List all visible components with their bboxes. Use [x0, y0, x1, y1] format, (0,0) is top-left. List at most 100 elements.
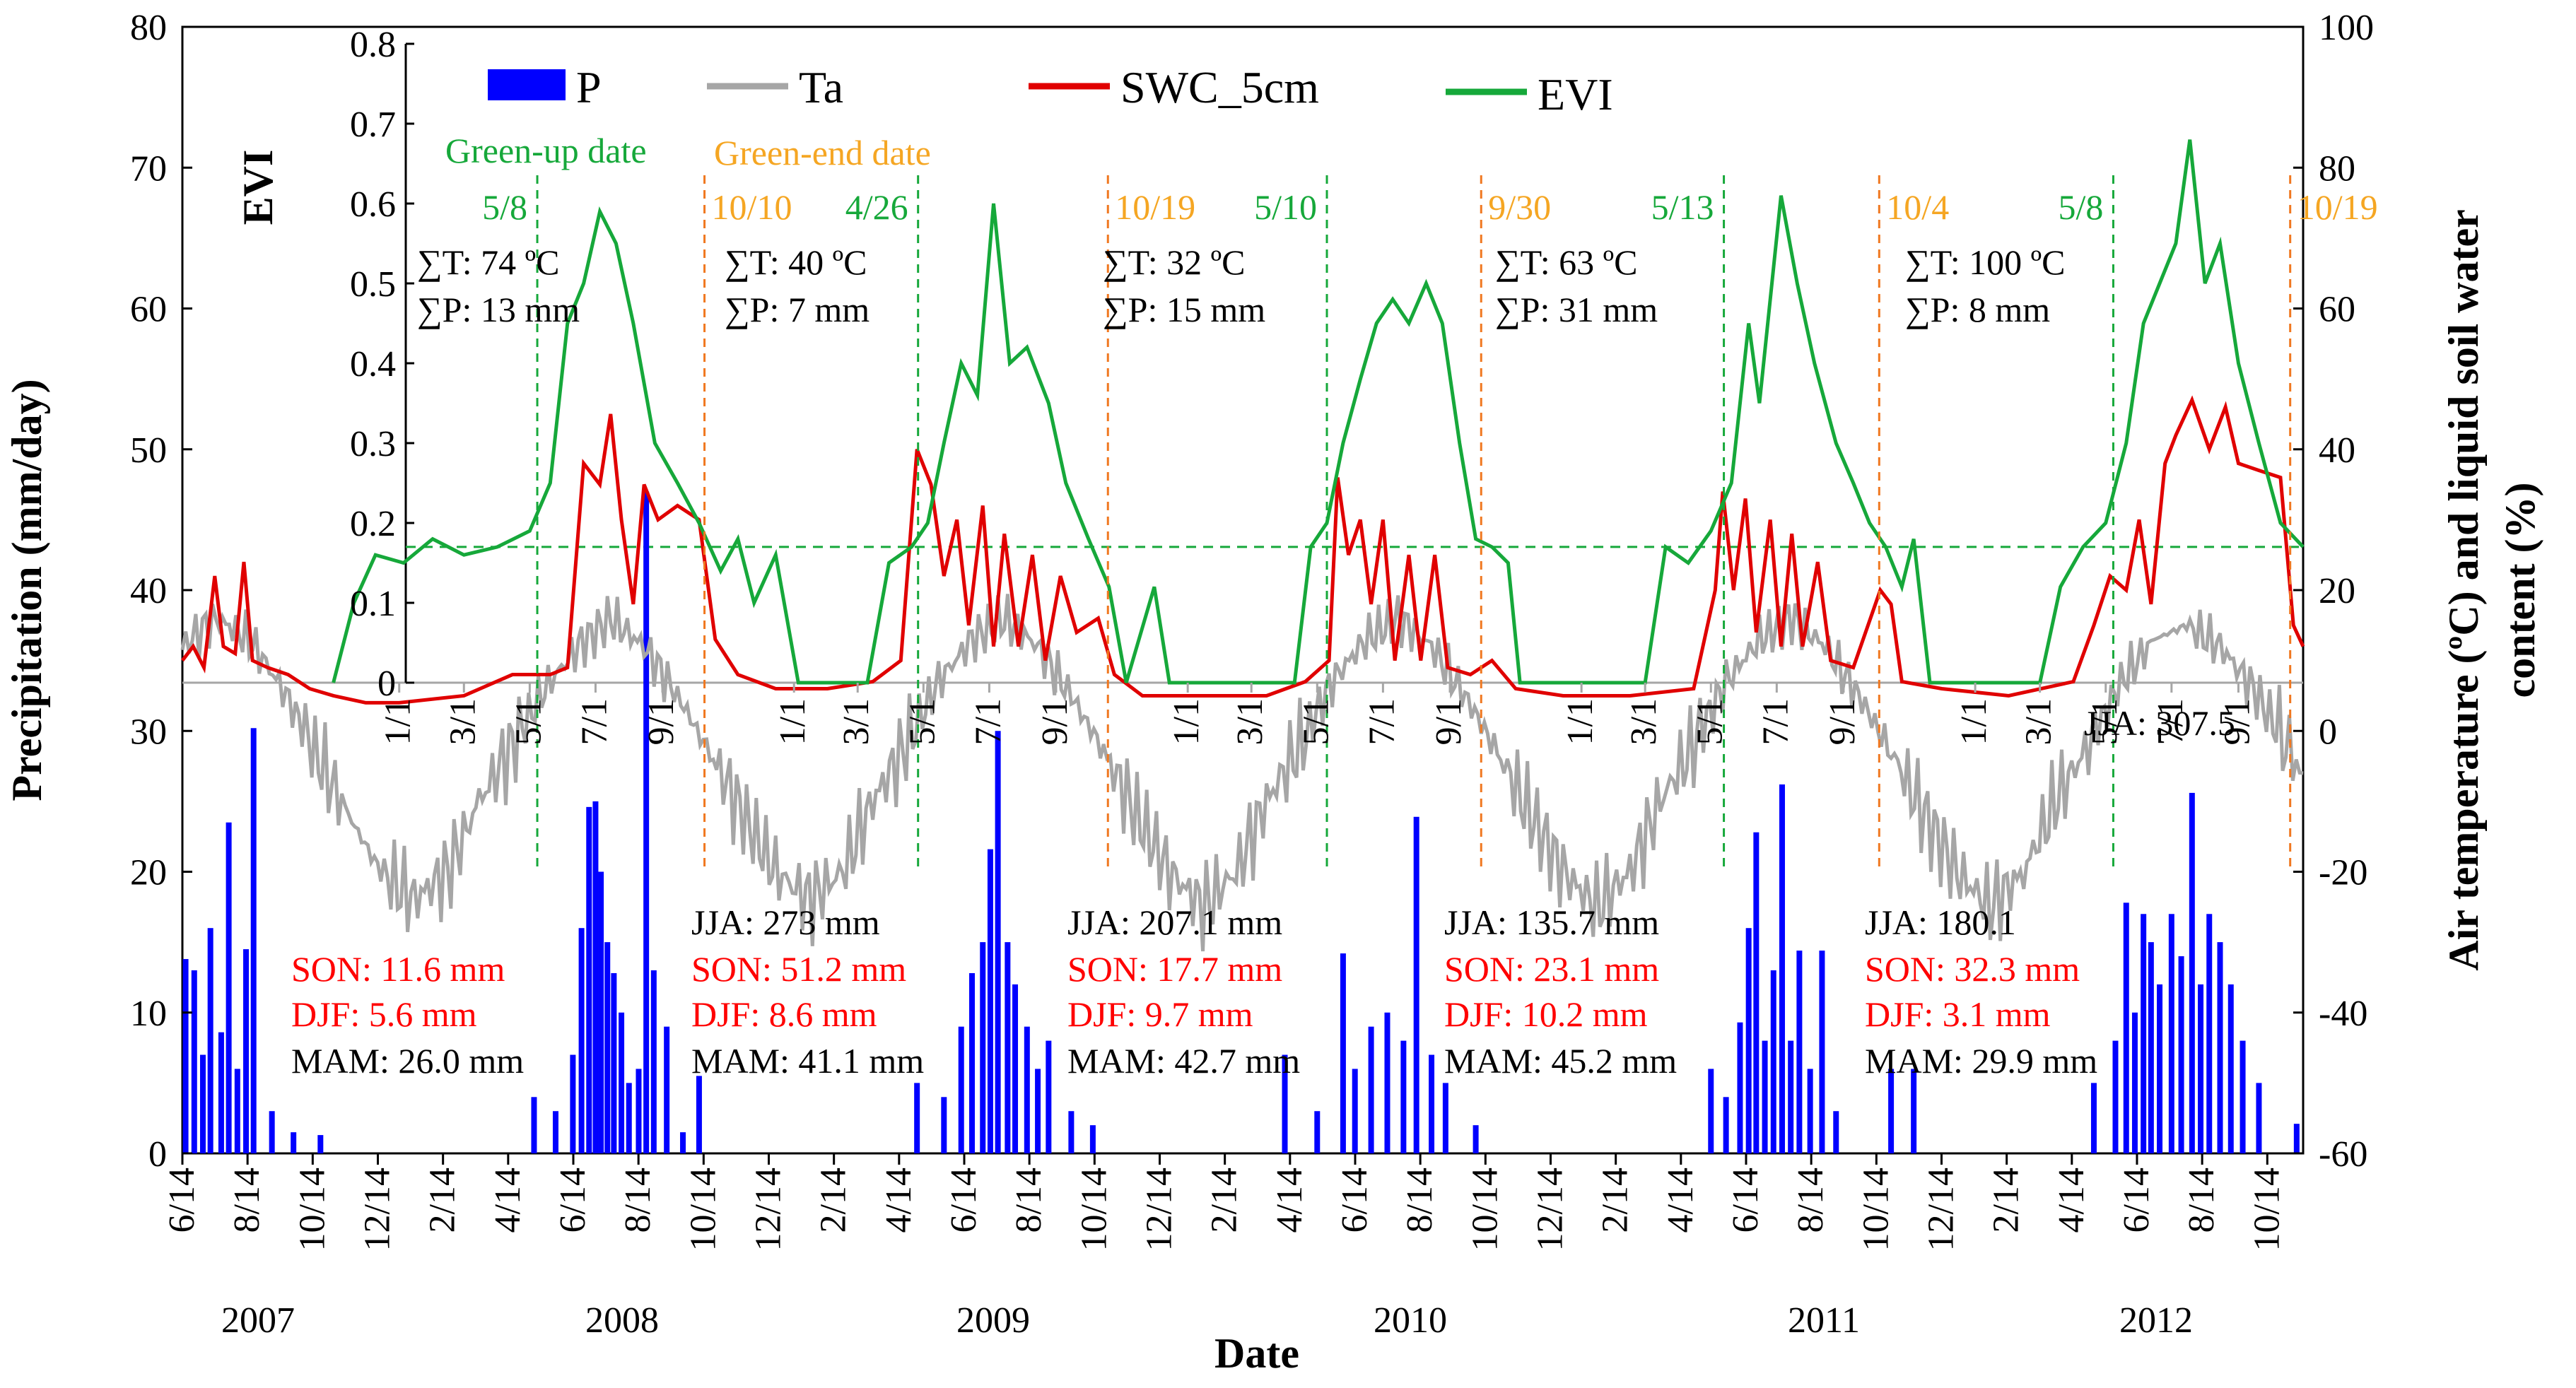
inner-tick-label: 1/1 [1954, 698, 1994, 745]
precip-bar [1796, 951, 1803, 1153]
year-label: 2011 [1788, 1300, 1860, 1341]
precip-bar [941, 1097, 947, 1153]
y-right-tick-label: -60 [2319, 1134, 2367, 1175]
precip-bar [1473, 1125, 1479, 1153]
inner-tick-label: 1/1 [1560, 698, 1600, 745]
precip-bar [2148, 942, 2154, 1153]
djf-label: DJF: 3.1 mm [1865, 994, 2051, 1034]
inner-tick-label: 7/1 [968, 698, 1008, 745]
x-tick-label: 10/14 [683, 1168, 723, 1251]
legend-label-p: P [576, 62, 602, 112]
precip-bar [1035, 1069, 1041, 1153]
precip-bar [980, 942, 986, 1153]
precip-bars [182, 491, 2300, 1153]
precip-bar [650, 970, 657, 1153]
annotations: 5/8 4/26 5/10 5/13 5/810/10 10/19 9/30 10/4 10/1… [291, 131, 2378, 1081]
precip-bar [636, 1069, 642, 1153]
sum-temperature: ∑T: 32 ºC [1103, 242, 1245, 282]
legend-label-ta: Ta [799, 62, 843, 112]
x-tick-label: 6/14 [553, 1168, 593, 1233]
inner-tick-label: 3/1 [1230, 698, 1270, 745]
precip-bar [250, 728, 257, 1153]
y-left-tick-label: 30 [130, 712, 167, 752]
precip-bar [2090, 1083, 2097, 1153]
x-tick-label: 8/14 [2182, 1168, 2222, 1233]
precip-bar [2256, 1083, 2262, 1153]
inner-tick-label: 7/1 [2150, 698, 2191, 745]
precip-bar [1737, 1022, 1743, 1153]
precip-bar [243, 949, 250, 1153]
sum-temperature: ∑T: 100 ºC [1905, 242, 2065, 282]
precip-bar [317, 1135, 324, 1153]
y-left-tick-label: 20 [130, 853, 167, 893]
inner-tick-label: 5/1 [1296, 698, 1336, 745]
precip-bar [968, 972, 975, 1153]
y-left-tick-label: 0 [148, 1134, 167, 1175]
jja-label: JJA: 207.1 mm [1067, 902, 1282, 942]
jja-label: JJA: 273 mm [691, 902, 880, 942]
evi-series [332, 139, 2305, 685]
precip-bar [291, 1132, 297, 1153]
inner-tick-label: 1/1 [378, 698, 418, 745]
precip-bar [1807, 1069, 1813, 1153]
sum-temperature: ∑T: 40 ºC [725, 242, 867, 282]
jja-label: JJA: 307.5 [2084, 703, 2235, 743]
precip-bar [619, 1012, 625, 1153]
inner-tick-label: 9/1 [1429, 698, 1469, 745]
precip-bar [2131, 1012, 2138, 1153]
x-tick-label: 6/14 [1726, 1168, 1766, 1233]
x-tick-label: 2/14 [1205, 1168, 1245, 1233]
precip-bar [1314, 1111, 1321, 1153]
green-end-date-label: 10/19 [1115, 187, 1195, 227]
year-label: 2012 [2119, 1300, 2193, 1341]
precip-bar [643, 491, 650, 1153]
green-up-date-label: 5/8 [482, 187, 527, 227]
sum-precipitation: ∑P: 31 mm [1495, 290, 1658, 329]
jja-label: JJA: 135.7 mm [1444, 902, 1659, 942]
x-tick-label: 6/14 [2117, 1168, 2157, 1233]
y-left-tick-label: 10 [130, 994, 167, 1034]
precip-bar [234, 1069, 240, 1153]
sum-temperature: ∑T: 74 ºC [417, 242, 559, 282]
precip-bar [570, 1054, 576, 1153]
precip-bar [987, 849, 993, 1153]
green-up-date-label: 4/26 [845, 187, 908, 227]
son-label: SON: 11.6 mm [291, 949, 505, 989]
sum-temperature: ∑T: 63 ºC [1495, 242, 1637, 282]
precip-bar [2227, 984, 2234, 1153]
son-label: SON: 51.2 mm [691, 949, 906, 989]
precip-bar [1024, 1026, 1030, 1153]
evi-tick-label: 0.4 [350, 344, 396, 384]
x-tick-label: 10/14 [1074, 1168, 1114, 1251]
djf-label: DJF: 9.7 mm [1067, 994, 1253, 1034]
green-up-date-label: 5/13 [1651, 187, 1714, 227]
mam-label: MAM: 29.9 mm [1865, 1041, 2097, 1081]
precip-bar [1340, 953, 1346, 1153]
y-left-tick-label: 40 [130, 571, 167, 611]
precip-bar [914, 1083, 920, 1153]
precip-bar [1788, 1040, 1794, 1153]
precip-bar [1888, 1069, 1895, 1153]
inner-tick-label: 1/1 [773, 698, 813, 745]
swc-series [181, 395, 2305, 705]
x-tick-label: 10/14 [1465, 1168, 1505, 1251]
evi-tick-label: 0.1 [350, 584, 396, 624]
sum-precipitation: ∑P: 7 mm [725, 290, 870, 329]
evi-line [332, 139, 2305, 685]
y-right-tick-label: -20 [2319, 853, 2367, 893]
inner-tick-label: 7/1 [574, 698, 614, 745]
evi-tick-label: 0.6 [350, 184, 396, 225]
year-label: 2008 [585, 1300, 659, 1341]
precip-bar [1368, 1026, 1374, 1153]
precip-bar [1833, 1111, 1839, 1153]
precip-bar [218, 1032, 224, 1153]
swc-line [181, 395, 2305, 705]
djf-label: DJF: 5.6 mm [291, 994, 477, 1034]
precip-bar [531, 1097, 537, 1153]
mam-label: MAM: 45.2 mm [1444, 1041, 1677, 1081]
precip-bar [269, 1111, 275, 1153]
sum-precipitation: ∑P: 13 mm [417, 290, 580, 329]
precip-bar [1046, 1040, 1052, 1153]
inner-tick-label: 9/1 [641, 698, 681, 745]
precip-bar [958, 1026, 964, 1153]
